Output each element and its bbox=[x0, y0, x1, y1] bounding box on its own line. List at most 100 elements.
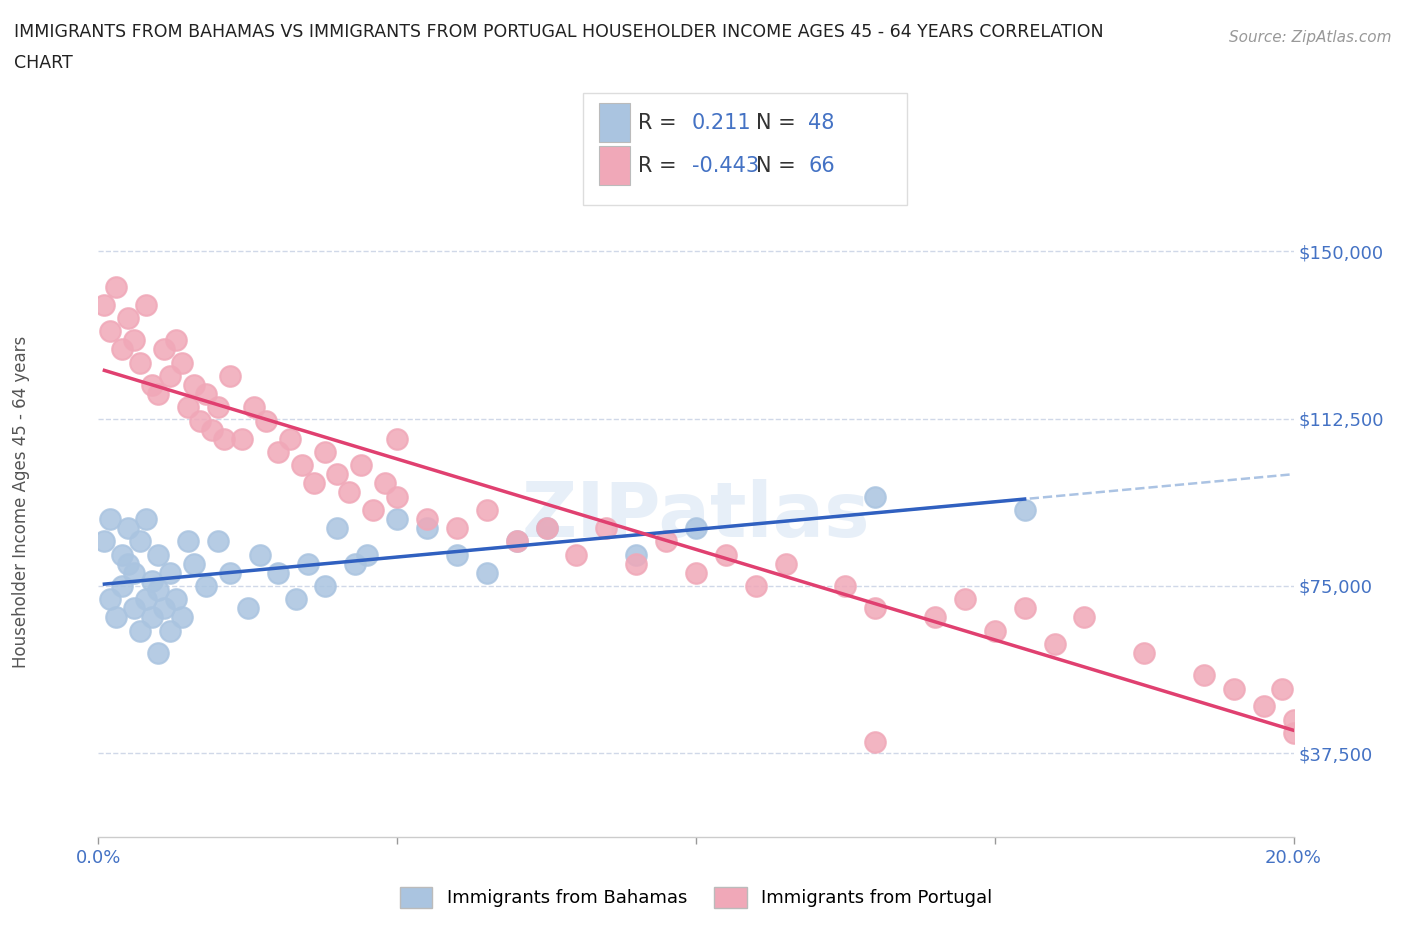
Text: N =: N = bbox=[756, 113, 796, 133]
Point bbox=[624, 556, 647, 571]
Point bbox=[98, 324, 122, 339]
Text: R =: R = bbox=[638, 113, 676, 133]
Point bbox=[475, 565, 498, 580]
Point bbox=[1043, 636, 1066, 651]
Point bbox=[374, 476, 396, 491]
Point bbox=[98, 512, 122, 526]
Point bbox=[416, 521, 439, 536]
Point bbox=[117, 521, 139, 536]
Point bbox=[105, 279, 128, 294]
Legend: Immigrants from Bahamas, Immigrants from Portugal: Immigrants from Bahamas, Immigrants from… bbox=[392, 880, 1000, 915]
Point bbox=[172, 610, 194, 625]
Point bbox=[135, 512, 157, 526]
Text: N =: N = bbox=[756, 155, 796, 176]
Point bbox=[326, 521, 349, 536]
Point bbox=[188, 413, 211, 428]
Point bbox=[141, 378, 163, 392]
Point bbox=[475, 502, 498, 517]
Point bbox=[194, 387, 218, 402]
Point bbox=[685, 521, 707, 536]
Point bbox=[153, 601, 176, 616]
Point bbox=[231, 432, 253, 446]
Point bbox=[297, 556, 319, 571]
Text: IMMIGRANTS FROM BAHAMAS VS IMMIGRANTS FROM PORTUGAL HOUSEHOLDER INCOME AGES 45 -: IMMIGRANTS FROM BAHAMAS VS IMMIGRANTS FR… bbox=[14, 23, 1104, 41]
Point bbox=[124, 565, 146, 580]
Point bbox=[278, 432, 301, 446]
Point bbox=[983, 623, 1005, 638]
Point bbox=[219, 368, 242, 383]
Point bbox=[141, 610, 163, 625]
Text: 66: 66 bbox=[808, 155, 835, 176]
Point bbox=[1223, 681, 1246, 696]
Point bbox=[1271, 681, 1294, 696]
Text: 0.211: 0.211 bbox=[692, 113, 751, 133]
Point bbox=[416, 512, 439, 526]
Point bbox=[135, 298, 157, 312]
Point bbox=[1014, 601, 1036, 616]
Point bbox=[565, 547, 588, 562]
Point bbox=[924, 610, 946, 625]
Point bbox=[290, 458, 312, 472]
Point bbox=[595, 521, 617, 536]
Point bbox=[363, 502, 385, 517]
Point bbox=[141, 574, 163, 589]
Point bbox=[124, 333, 146, 348]
Point bbox=[201, 422, 224, 437]
Point bbox=[124, 601, 146, 616]
Point bbox=[953, 591, 976, 606]
Point bbox=[655, 534, 678, 549]
Point bbox=[745, 578, 768, 593]
Text: CHART: CHART bbox=[14, 54, 73, 72]
Point bbox=[506, 534, 529, 549]
Point bbox=[172, 355, 194, 370]
Point bbox=[536, 521, 558, 536]
Point bbox=[111, 547, 134, 562]
Point bbox=[446, 521, 468, 536]
Point bbox=[350, 458, 373, 472]
Text: 48: 48 bbox=[808, 113, 835, 133]
Point bbox=[98, 591, 122, 606]
Point bbox=[254, 413, 277, 428]
Point bbox=[356, 547, 378, 562]
Point bbox=[159, 368, 181, 383]
Point bbox=[243, 400, 266, 415]
Point bbox=[385, 489, 409, 504]
Text: Householder Income Ages 45 - 64 years: Householder Income Ages 45 - 64 years bbox=[13, 336, 30, 669]
Point bbox=[685, 565, 707, 580]
Point bbox=[105, 610, 128, 625]
Point bbox=[129, 623, 152, 638]
Point bbox=[177, 534, 200, 549]
Point bbox=[153, 342, 176, 357]
Point bbox=[315, 578, 337, 593]
Point bbox=[148, 387, 170, 402]
Point bbox=[165, 333, 187, 348]
Point bbox=[159, 565, 181, 580]
Point bbox=[302, 476, 325, 491]
Point bbox=[207, 400, 229, 415]
Text: -0.443: -0.443 bbox=[692, 155, 759, 176]
Point bbox=[1192, 668, 1215, 683]
Point bbox=[148, 645, 170, 660]
Point bbox=[834, 578, 856, 593]
Point bbox=[506, 534, 529, 549]
Point bbox=[865, 601, 887, 616]
Point bbox=[865, 735, 887, 750]
Point bbox=[1014, 502, 1036, 517]
Point bbox=[194, 578, 218, 593]
Point bbox=[117, 311, 139, 325]
Point bbox=[165, 591, 187, 606]
Point bbox=[1253, 699, 1275, 714]
Point bbox=[1133, 645, 1156, 660]
Point bbox=[129, 534, 152, 549]
Point bbox=[183, 378, 205, 392]
Point bbox=[249, 547, 271, 562]
Point bbox=[93, 298, 115, 312]
Point bbox=[775, 556, 797, 571]
Point bbox=[219, 565, 242, 580]
Point bbox=[339, 485, 360, 499]
Text: Source: ZipAtlas.com: Source: ZipAtlas.com bbox=[1229, 30, 1392, 45]
Point bbox=[183, 556, 205, 571]
Point bbox=[236, 601, 259, 616]
Point bbox=[344, 556, 367, 571]
Point bbox=[177, 400, 200, 415]
